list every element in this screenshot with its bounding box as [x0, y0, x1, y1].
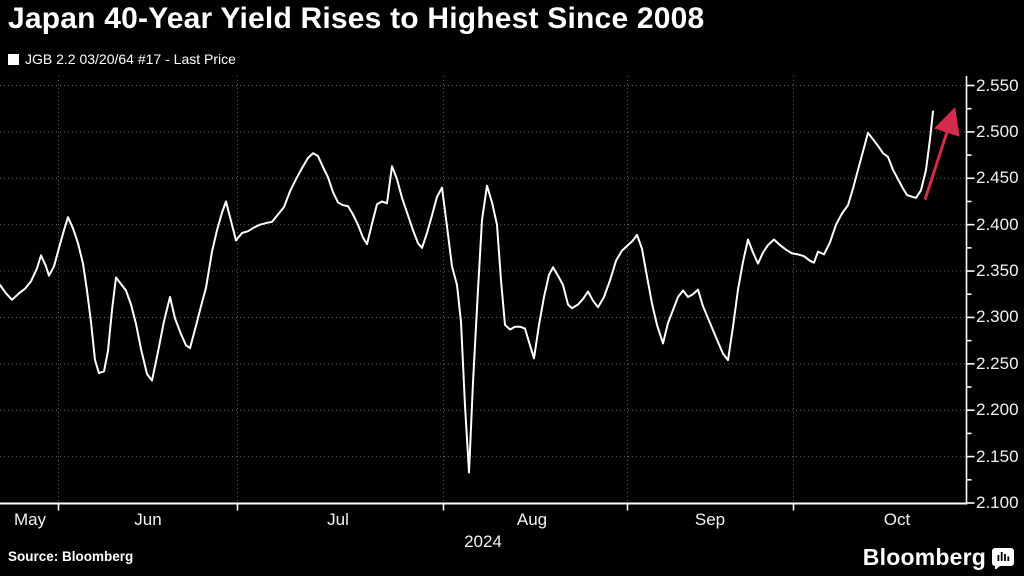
source-attribution: Source: Bloomberg: [8, 549, 134, 564]
y-axis-label: 2.500: [976, 121, 1019, 141]
x-axis-month-label: Jul: [327, 510, 349, 529]
y-axis-label: 2.100: [976, 493, 1019, 512]
legend-swatch-icon: [8, 53, 19, 65]
y-axis-label: 2.550: [976, 75, 1019, 95]
x-axis-month-label: Sep: [694, 510, 726, 529]
y-axis-label: 2.150: [976, 446, 1019, 466]
bloomberg-wordmark: Bloomberg: [862, 544, 986, 570]
bloomberg-logo: Bloomberg: [863, 544, 1014, 571]
y-axis-label: 2.350: [976, 261, 1019, 281]
x-axis-year-label: 2024: [464, 532, 502, 551]
x-axis-month-label: Aug: [516, 510, 548, 529]
bloomberg-bug-icon: [992, 547, 1014, 569]
price-line: [0, 110, 934, 474]
y-axis-label: 2.400: [976, 214, 1019, 234]
x-axis-month-label: May: [13, 510, 47, 529]
x-axis-month-label: Oct: [883, 510, 911, 529]
x-axis-month-label: Jun: [134, 510, 162, 529]
y-axis-label: 2.200: [976, 400, 1019, 420]
legend: JGB 2.2 03/20/64 #17 - Last Price: [8, 51, 236, 67]
y-axis-label: 2.250: [976, 353, 1019, 373]
chart-title: Japan 40-Year Yield Rises to Highest Sin…: [8, 2, 705, 35]
y-axis-label: 2.450: [976, 168, 1019, 188]
legend-label: JGB 2.2 03/20/64 #17 - Last Price: [25, 51, 236, 67]
y-axis-label: 2.300: [976, 307, 1019, 327]
trend-arrow-icon: [923, 106, 960, 201]
